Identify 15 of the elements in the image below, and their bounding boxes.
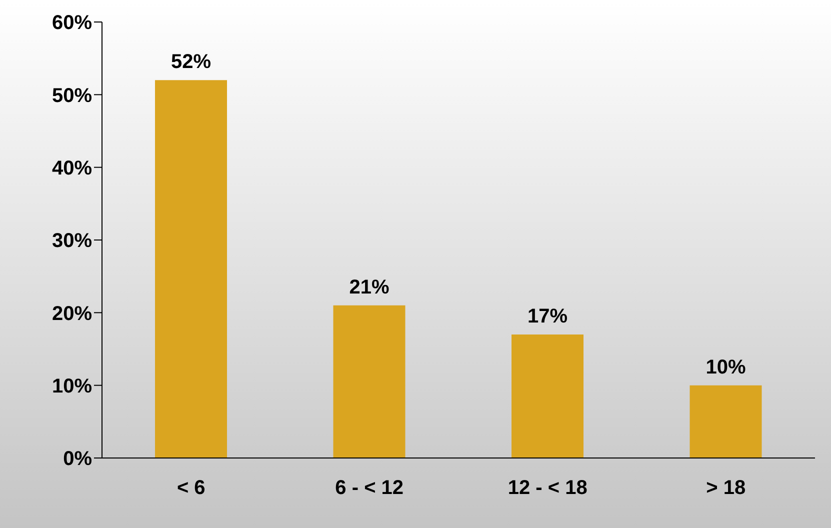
data-label: 21%: [349, 276, 390, 298]
data-label: 10%: [706, 356, 746, 378]
y-tick-label: 40%: [52, 157, 92, 180]
y-tick-label: 10%: [52, 375, 92, 398]
x-tick-label: 6 - < 12: [335, 477, 404, 500]
y-tick-label: 50%: [52, 84, 92, 107]
x-tick-label: 12 - < 18: [508, 477, 588, 500]
y-tick-label: 30%: [52, 230, 92, 252]
y-tick-label: 0%: [63, 448, 92, 470]
data-label: 52%: [170, 51, 212, 74]
y-tick-label: 60%: [52, 12, 92, 34]
x-tick-label: > 18: [706, 477, 746, 500]
x-tick-label: < 6: [176, 477, 206, 500]
data-label: 17%: [527, 305, 568, 328]
y-tick-label: 20%: [52, 302, 92, 325]
